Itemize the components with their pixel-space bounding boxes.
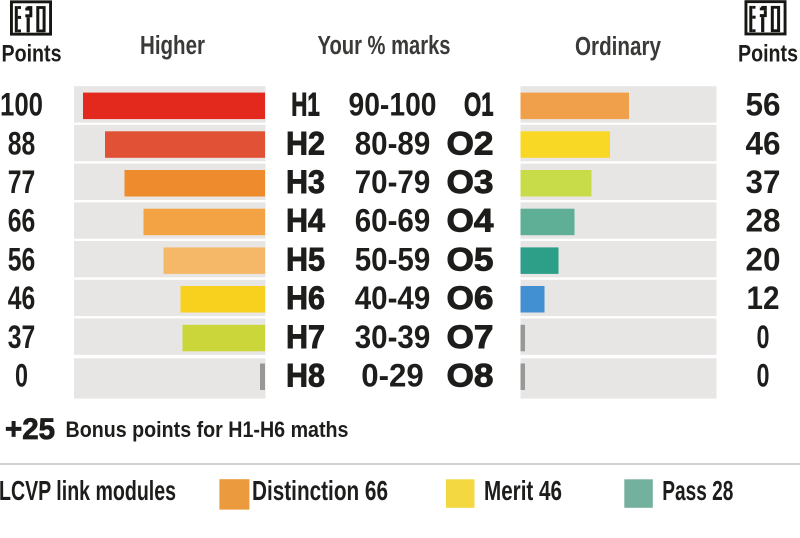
svg-text:H1: H1: [291, 87, 320, 123]
svg-text:LCVP link modules: LCVP link modules: [0, 475, 176, 506]
svg-text:O2: O2: [447, 125, 494, 161]
svg-text:20: 20: [746, 241, 781, 277]
svg-text:O4: O4: [447, 203, 494, 239]
svg-text:Points: Points: [2, 41, 62, 68]
svg-text:Distinction 66: Distinction 66: [252, 475, 388, 506]
svg-text:O5: O5: [447, 241, 494, 277]
svg-text:50-59: 50-59: [355, 241, 431, 277]
svg-text:H3: H3: [286, 164, 325, 200]
svg-text:H5: H5: [286, 241, 325, 277]
svg-text:46: 46: [746, 125, 781, 161]
svg-text:40-49: 40-49: [355, 280, 431, 316]
svg-text:H6: H6: [286, 280, 325, 316]
svg-text:Higher: Higher: [140, 32, 205, 60]
svg-text:0-29: 0-29: [361, 358, 424, 394]
svg-text:H7: H7: [286, 319, 325, 355]
svg-text:70-79: 70-79: [355, 164, 431, 200]
svg-text:Bonus points for H1-H6 maths: Bonus points for H1-H6 maths: [66, 417, 349, 442]
svg-text:0: 0: [15, 358, 28, 394]
svg-text:H4: H4: [286, 203, 325, 239]
svg-text:46: 46: [8, 280, 36, 316]
svg-text:O1: O1: [464, 87, 494, 123]
svg-text:12: 12: [747, 280, 780, 316]
svg-text:77: 77: [8, 164, 36, 200]
svg-text:60-69: 60-69: [355, 203, 431, 239]
svg-text:Ordinary: Ordinary: [575, 33, 662, 61]
svg-text:28: 28: [746, 203, 781, 239]
svg-text:0: 0: [757, 319, 770, 355]
svg-text:H8: H8: [286, 358, 325, 394]
svg-text:0: 0: [757, 358, 770, 394]
svg-text:O8: O8: [447, 358, 494, 394]
svg-text:88: 88: [8, 125, 36, 161]
svg-text:H2: H2: [286, 125, 325, 161]
svg-text:O3: O3: [447, 164, 494, 200]
svg-text:Points: Points: [738, 41, 798, 68]
svg-text:30-39: 30-39: [355, 319, 431, 355]
svg-text:66: 66: [8, 203, 36, 239]
svg-text:100: 100: [0, 87, 43, 123]
svg-text:Merit 46: Merit 46: [484, 475, 562, 506]
svg-text:+25: +25: [5, 413, 55, 446]
svg-text:80-89: 80-89: [355, 125, 431, 161]
svg-text:Your % marks: Your % marks: [318, 32, 451, 60]
svg-text:90-100: 90-100: [349, 87, 437, 123]
svg-text:37: 37: [746, 164, 781, 200]
svg-text:37: 37: [8, 319, 36, 355]
svg-text:O7: O7: [447, 319, 494, 355]
svg-text:56: 56: [8, 241, 36, 277]
svg-text:56: 56: [746, 87, 781, 123]
svg-text:Pass 28: Pass 28: [662, 475, 733, 506]
svg-text:O6: O6: [447, 280, 494, 316]
